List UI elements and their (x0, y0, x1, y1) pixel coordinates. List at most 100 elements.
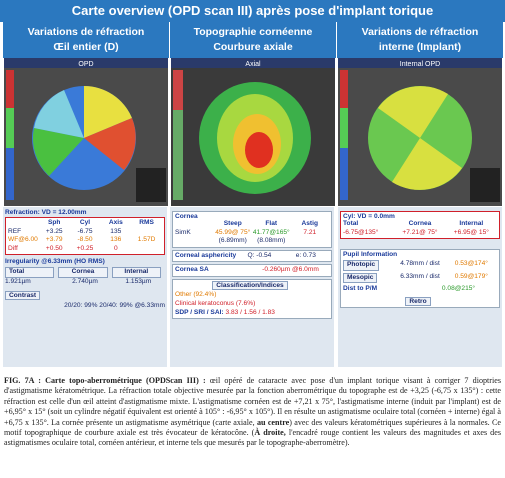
cell: RMS (139, 219, 154, 226)
cell: 45.99@ 75° (215, 228, 251, 236)
caption: FIG. 7A : Carte topo-aberrométrique (OPD… (4, 376, 501, 449)
sa-row: Cornea SA -0.260µm @6.0mm (172, 264, 332, 277)
internal-opd-map: Internal OPD (338, 58, 502, 206)
button[interactable]: Total (5, 267, 55, 278)
caption-text: œil opéré de cataracte avec pose d'un im… (4, 376, 501, 427)
map-label: Internal OPD (400, 61, 440, 68)
cell: Cyl (79, 219, 91, 226)
label: Dist to P/M (343, 285, 378, 293)
button[interactable]: Cornea (58, 267, 108, 278)
cell: Astig (301, 220, 318, 227)
cell: REF (8, 227, 22, 235)
label: SDP / SRI / SAI: (175, 308, 224, 316)
value: 0.08@215° (441, 285, 476, 293)
cell: Total (343, 220, 359, 227)
cell: +0.50 (45, 244, 63, 252)
column-title: Topographie cornéenne Courbure axiale (170, 22, 336, 58)
map-label: Axial (245, 61, 261, 68)
column-title: Variations de réfraction Œil entier (D) (3, 22, 169, 58)
button[interactable]: Contrast (5, 290, 41, 300)
pupil-box: Pupil Information Photopic 4.78mm / dist 0… (340, 249, 500, 308)
caption-bold: au centre (256, 417, 290, 427)
table-header: Total Cornea Internal (343, 220, 497, 229)
table-row: Diff +0.50 +0.25 0 (8, 245, 162, 254)
caption-bold: À droite, (254, 428, 286, 438)
button-row: Total Cornea Internal (5, 267, 165, 278)
cell: 136 (110, 236, 122, 244)
cell: +0.25 (76, 244, 94, 252)
table-row: -6.75@135° +7.21@ 75° +6.95@ 15° (343, 229, 497, 238)
cell: (8.08mm) (257, 237, 286, 245)
value: -0.260µm @6.0mm (262, 266, 319, 274)
cell: SimK (175, 228, 191, 236)
label: Corneal asphericity (175, 251, 237, 259)
value: 6.33mm / dist (400, 272, 440, 280)
cyl-panel: Cyl: VD = 0.0mm Total Cornea Internal -6.7… (338, 207, 502, 367)
cell: 1.57D (137, 236, 156, 244)
button[interactable]: Retro (405, 296, 431, 306)
cell: -6.75 (77, 227, 93, 235)
value: 1.921µm (5, 277, 31, 285)
class-other: Other (92.4%) (175, 290, 217, 298)
contrast-row: Contrast (5, 290, 165, 300)
caption-title: Carte topo-aberrométrique (OPDScan III) … (45, 376, 206, 385)
cyl-table: Cyl: VD = 0.0mm Total Cornea Internal -6.7… (340, 211, 500, 240)
refraction-table: Sph Cyl Axis RMS REF +3.25 -6.75 135 WF@6.00 +3… (5, 217, 165, 256)
value: Q: -0.54 (247, 251, 272, 259)
title-line: Topographie cornéenne (193, 26, 313, 38)
cell (131, 245, 162, 254)
panel-title: Cyl: VD = 0.0mm (343, 213, 395, 220)
value: 1.153µm (125, 277, 152, 285)
cell: 135 (110, 227, 122, 235)
section-title: Pupil Information (343, 251, 398, 259)
cell: Flat (265, 220, 278, 227)
cell: Internal (459, 220, 484, 227)
value: 0.53@174° (454, 260, 488, 268)
cell: (6.89mm) (218, 237, 247, 245)
cell: +7.21@ 75° (402, 228, 438, 236)
cell (131, 228, 162, 237)
contrast-values: 20/20: 99% 20/40: 99% @6.33mm (64, 301, 165, 309)
button[interactable]: Mesopic (343, 272, 378, 284)
label: Cornea SA (175, 266, 209, 274)
cell: Axis (108, 219, 123, 226)
asphericity-row: Corneal asphericity Q: -0.54 e: 0.73 (172, 249, 332, 263)
caption-label: FIG. 7A : (4, 376, 41, 385)
cell: Diff (8, 244, 18, 252)
caption-text: l'encadré rouge contient les valeurs des… (4, 428, 501, 448)
cell: WF@6.00 (8, 236, 38, 244)
panel-title: Refraction: VD = 12.00mm (5, 209, 87, 216)
simk-box: Cornea Steep Flat Astig SimK 45.99@ 75° 41.7… (172, 211, 332, 248)
refraction-panel: Refraction: VD = 12.00mm Sph Cyl Axis RMS R… (3, 207, 167, 367)
cell: 7.21 (303, 228, 317, 236)
cell: Sph (47, 219, 61, 226)
value: e: 0.73 (295, 251, 316, 259)
cornea-panel: Cornea Steep Flat Astig SimK 45.99@ 75° 41.7… (170, 207, 334, 367)
title-line: Variations de réfraction (361, 26, 479, 38)
map-label: OPD (78, 61, 93, 68)
title-line: Variations de réfraction (27, 26, 145, 38)
value: 2.740µm (72, 277, 98, 285)
table-row: (6.89mm) (8.08mm) (175, 237, 329, 246)
pupil-row: Dist to P/M 0.08@215° (343, 285, 497, 294)
value: 4.78mm / dist (400, 260, 440, 268)
opd-map: OPD (4, 58, 168, 206)
header-title: Carte overview (OPD scan III) après pose… (0, 0, 505, 22)
class-kc: Clinical keratoconus (7.6%) (175, 299, 256, 307)
cell: -8.50 (77, 236, 93, 244)
title-line: interne (Implant) (378, 41, 462, 53)
column-title: Variations de réfraction interne (Implant… (337, 22, 503, 58)
button[interactable]: Photopic (343, 260, 380, 271)
cell: Cornea (408, 220, 432, 227)
table-row: REF +3.25 -6.75 135 (8, 228, 162, 237)
panel-title: Cornea (175, 213, 198, 220)
value: 3.83 / 1.56 / 1.83 (225, 308, 275, 316)
pupil-row: Photopic 4.78mm / dist 0.53@174° (343, 260, 497, 271)
axial-map: Axial (171, 58, 335, 206)
button[interactable]: Classification/Indices (212, 280, 288, 290)
cell: +3.25 (45, 227, 63, 235)
cell: +6.95@ 15° (453, 228, 489, 236)
button[interactable]: Internal (111, 267, 161, 278)
value: 0.59@179° (454, 272, 488, 280)
